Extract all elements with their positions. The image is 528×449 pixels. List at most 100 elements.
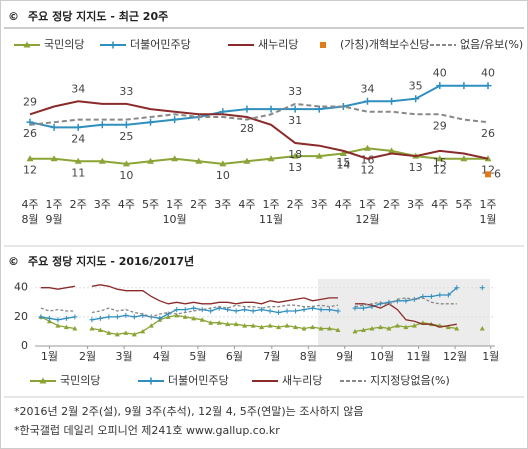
legend-label: 새누리당: [282, 374, 322, 387]
marker: [267, 323, 273, 328]
marker: [106, 330, 112, 335]
marker: [388, 97, 396, 105]
marker: [233, 321, 239, 327]
marker: [147, 157, 155, 164]
marker: [445, 292, 451, 298]
marker: [148, 323, 154, 328]
copyright-mark: ©: [8, 10, 19, 23]
marker: [388, 147, 396, 154]
marker: [114, 314, 120, 320]
legend-label: (가칭)개혁보수신당: [340, 38, 430, 51]
marker: [327, 326, 333, 331]
marker: [293, 324, 299, 330]
marker: [485, 171, 491, 178]
marker: [291, 152, 299, 159]
legend-label: 더불어민주당: [130, 38, 191, 51]
x-tick-label: 4주: [431, 198, 448, 211]
marker: [46, 315, 52, 321]
marker: [267, 308, 273, 314]
value-label: 31: [288, 114, 302, 127]
marker: [276, 324, 282, 330]
x-tick-label: 8월: [300, 350, 317, 363]
marker: [208, 320, 214, 325]
value-label: 34: [71, 82, 85, 95]
marker: [243, 157, 251, 164]
marker: [250, 323, 256, 328]
x-tick-label: 2월: [79, 350, 96, 363]
marker: [301, 326, 307, 331]
footnote: *한국갤럽 데일리 오피니언 제241호 www.gallup.co.kr: [14, 423, 280, 437]
marker: [360, 327, 366, 332]
marker: [386, 326, 392, 331]
marker: [74, 157, 82, 164]
marker: [195, 157, 203, 164]
y-tick-label: 20: [14, 310, 28, 323]
x-tick-label: 11월: [407, 350, 431, 363]
y-tick-label: 40: [14, 281, 28, 294]
marker: [72, 314, 78, 320]
marker: [352, 328, 358, 334]
copyright-mark: ©: [8, 255, 19, 268]
value-label: 29: [23, 95, 37, 108]
marker: [242, 307, 248, 313]
x-month-label: 1월: [479, 213, 496, 226]
legend-marker: [23, 41, 31, 48]
marker: [55, 323, 61, 328]
value-label: 34: [360, 82, 374, 95]
marker: [428, 293, 434, 299]
marker: [216, 320, 222, 325]
marker: [131, 314, 137, 320]
marker: [276, 310, 282, 315]
marker: [131, 331, 137, 337]
marker: [335, 327, 341, 332]
value-label: 13: [409, 161, 423, 174]
marker: [182, 314, 188, 319]
series-line: [29, 100, 489, 160]
value-label: 12: [481, 164, 495, 177]
value-label: 12: [23, 164, 37, 177]
marker: [445, 324, 451, 330]
legend-label: 없음/유보(%): [460, 38, 523, 51]
legend-marker: [147, 377, 155, 385]
marker: [140, 328, 146, 334]
value-label: 25: [119, 130, 133, 143]
marker: [46, 318, 52, 324]
marker: [74, 123, 82, 131]
value-label: 14: [336, 158, 350, 171]
marker: [377, 301, 383, 307]
marker: [301, 307, 307, 313]
value-label: 24: [71, 132, 85, 145]
marker: [165, 311, 171, 317]
marker: [315, 152, 323, 159]
marker: [259, 324, 265, 330]
marker: [174, 312, 180, 318]
marker: [339, 149, 347, 156]
marker: [437, 292, 443, 298]
marker: [233, 308, 239, 314]
marker: [291, 105, 299, 113]
marker: [436, 155, 444, 162]
value-label: 18: [288, 148, 302, 161]
marker: [479, 285, 485, 291]
marker: [377, 324, 383, 330]
value-label: 13: [288, 161, 302, 174]
footnote: *2016년 2월 2주(설), 9월 3주(추석), 12월 4, 5주(연말…: [14, 404, 363, 418]
x-tick-label: 1주: [46, 198, 63, 211]
marker: [484, 82, 492, 90]
marker: [63, 324, 69, 330]
value-label: 26: [23, 127, 37, 140]
legend-label: 새누리당: [258, 38, 298, 51]
marker: [310, 324, 316, 330]
x-tick-label: 4주: [21, 198, 38, 211]
marker: [89, 326, 95, 331]
x-month-label: 11월: [259, 213, 283, 226]
marker: [411, 323, 417, 328]
recent-highlight: [318, 279, 490, 346]
x-tick-label: 7월: [263, 350, 280, 363]
marker: [89, 317, 95, 323]
x-month-label: 9월: [46, 213, 63, 226]
x-tick-label: 4주: [118, 198, 135, 211]
x-tick-label: 3주: [94, 198, 111, 211]
marker: [242, 323, 248, 328]
marker: [318, 307, 324, 313]
